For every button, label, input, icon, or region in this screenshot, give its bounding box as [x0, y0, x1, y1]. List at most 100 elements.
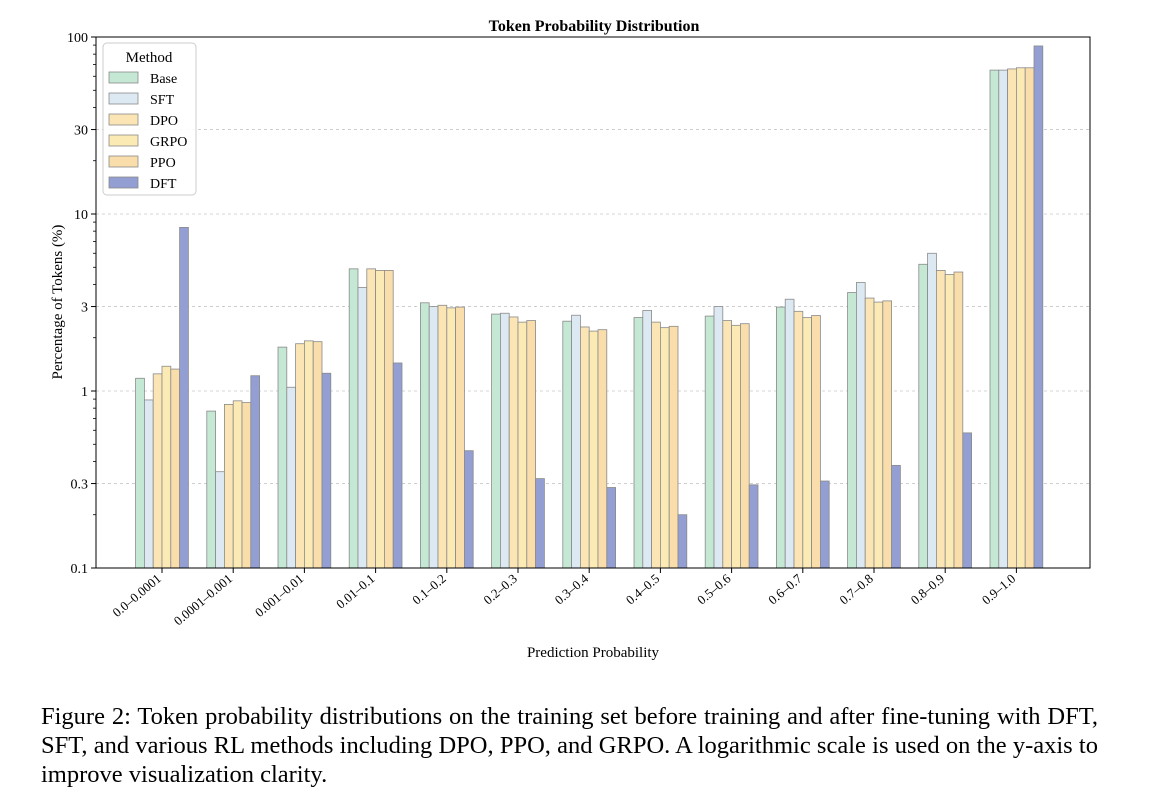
legend-swatch-base [108, 71, 139, 84]
bar-base [491, 313, 501, 569]
bar-sft [713, 306, 724, 569]
x-tick-label: 0.0–0.0001 [109, 571, 163, 620]
bar-grpo [375, 270, 385, 569]
chart-title: Token Probability Distribution [489, 18, 700, 35]
bar-dft [392, 362, 403, 569]
bar-ppo [882, 300, 892, 569]
bar-grpo [588, 330, 599, 569]
bar-sft [998, 69, 1008, 569]
bar-base [135, 377, 145, 569]
bar-dpo [437, 304, 448, 569]
x-tick-label: 0.0001–0.001 [171, 571, 235, 628]
bar-dft [179, 227, 189, 569]
bar-dpo [1007, 68, 1017, 569]
bar-ppo [740, 323, 750, 569]
bar-base [562, 320, 572, 569]
bar-ppo [170, 368, 181, 569]
legend: Method Base SFT DPO GRPO PPO DFT [102, 42, 197, 196]
y-tick-label: 30 [74, 124, 88, 139]
bar-ppo [811, 315, 821, 569]
x-tick-label: 0.6–0.7 [765, 570, 805, 607]
x-tick-label: 0.2–0.3 [480, 571, 520, 608]
bar-dft [535, 478, 545, 569]
x-tick-label: 0.1–0.2 [409, 571, 449, 608]
bar-sft [357, 286, 368, 569]
legend-label-dft: DFT [150, 177, 177, 192]
bar-ppo [526, 320, 536, 569]
bar-base [989, 69, 1000, 569]
bar-dpo [508, 316, 519, 569]
x-axis: 0.0–0.0001 0.0001–0.001 0.001–0.01 0.01–0.1… [109, 568, 1018, 628]
bar-ppo [597, 329, 608, 569]
bar-dft [677, 514, 688, 569]
bar-sft [642, 310, 652, 569]
bar-sft [856, 282, 866, 569]
bar-grpo [731, 324, 741, 569]
bar-ppo [668, 325, 679, 569]
y-axis: 0.1 0.3 1 3 10 30 100 [67, 31, 96, 577]
figure-caption: Figure 2: Token probability distribution… [41, 703, 1098, 788]
x-tick-label: 0.9–1.0 [979, 571, 1019, 608]
bar-sft [428, 306, 439, 569]
bar-base [847, 292, 857, 569]
bar-grpo [446, 307, 456, 569]
bar-ppo [312, 341, 323, 569]
bar-sft [571, 314, 581, 569]
bar-base [918, 263, 928, 569]
legend-swatch-ppo [108, 155, 139, 168]
legend-label-sft: SFT [150, 93, 175, 108]
bar-base [277, 346, 288, 569]
bar-base [348, 268, 359, 569]
bar-sft [927, 252, 937, 569]
y-tick-label: 0.1 [71, 562, 89, 577]
legend-title: Method [126, 50, 173, 66]
bar-dft [250, 375, 261, 569]
x-tick-label: 0.01–0.1 [333, 571, 377, 612]
x-axis-label: Prediction Probability [527, 645, 660, 661]
bar-sft [143, 399, 154, 569]
bar-dft [820, 480, 830, 569]
bar-dpo [936, 270, 946, 569]
x-tick-label: 0.4–0.5 [623, 571, 663, 608]
bar-dft [962, 432, 972, 569]
legend-label-base: Base [150, 72, 177, 87]
y-tick-label: 100 [67, 31, 88, 46]
bar-base [704, 315, 715, 569]
legend-swatch-dft [108, 176, 139, 189]
bar-ppo [383, 270, 394, 569]
bar-base [419, 302, 430, 569]
bar-sft [499, 312, 510, 569]
legend-label-dpo: DPO [150, 114, 178, 129]
y-tick-label: 3 [81, 301, 88, 316]
bar-dpo [223, 404, 234, 569]
bar-grpo [802, 317, 812, 569]
bars [135, 45, 1044, 569]
y-tick-label: 1 [81, 385, 88, 400]
bar-ppo [241, 402, 252, 569]
legend-swatch-dpo [108, 113, 139, 126]
x-tick-label: 0.001–0.01 [252, 571, 306, 620]
bar-base [776, 306, 786, 569]
bar-dft [1033, 45, 1044, 569]
legend-label-grpo: GRPO [150, 135, 187, 150]
bar-grpo [944, 274, 955, 569]
y-axis-label: Percentage of Tokens (%) [50, 225, 66, 380]
legend-label-ppo: PPO [150, 156, 176, 171]
bar-dpo [152, 373, 163, 569]
bar-dpo [651, 321, 661, 569]
bar-ppo [455, 306, 465, 569]
bar-dpo [366, 268, 376, 569]
bar-dpo [295, 343, 305, 569]
bar-chart: Token Probability Distribution 0.1 0.3 1 3 1… [50, 18, 1091, 661]
bar-grpo [1016, 67, 1026, 569]
bar-sft [784, 298, 795, 569]
bar-dpo [793, 310, 804, 569]
plot-frame [95, 36, 1091, 569]
bar-dft [606, 487, 616, 569]
x-tick-label: 0.5–0.6 [694, 570, 734, 607]
bar-base [206, 410, 217, 569]
bar-grpo [161, 365, 172, 569]
bar-grpo [232, 400, 243, 569]
bar-base [633, 317, 644, 569]
bar-dpo [864, 297, 875, 569]
